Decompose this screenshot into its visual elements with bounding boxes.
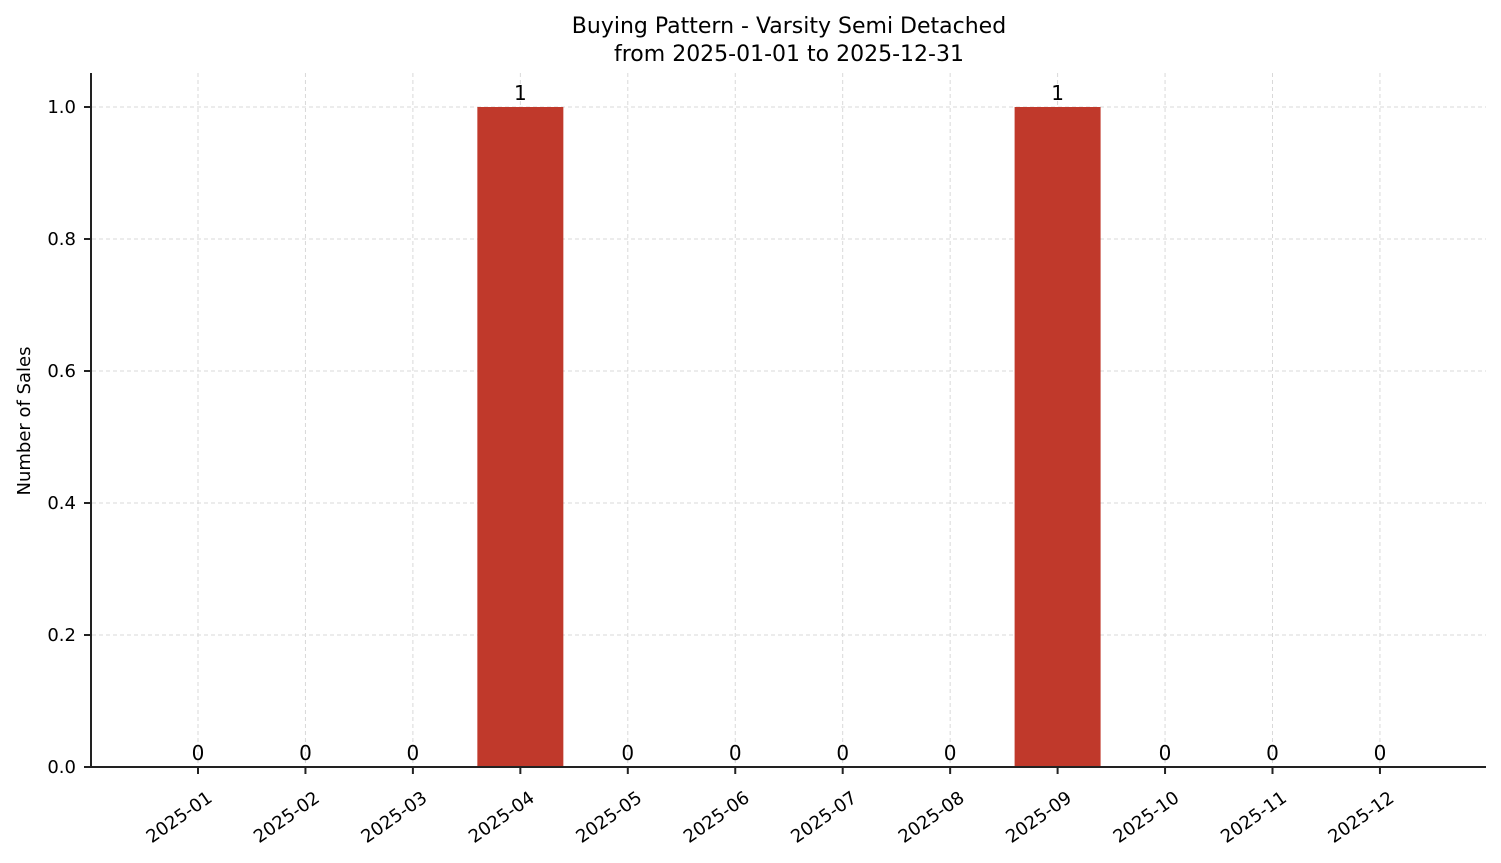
bar-value-label: 0 <box>299 741 312 765</box>
y-tick-label: 0.2 <box>47 625 76 646</box>
bar-value-label: 1 <box>514 81 527 105</box>
x-tick-label: 2025-07 <box>787 787 861 847</box>
x-tick-label: 2025-02 <box>250 787 324 847</box>
bar-value-label: 1 <box>1051 81 1064 105</box>
x-tick-label: 2025-08 <box>895 787 969 847</box>
bar-value-label: 0 <box>944 741 957 765</box>
y-tick-label: 0.6 <box>47 361 76 382</box>
y-tick-label: 0.8 <box>47 229 76 250</box>
y-axis-label: Number of Sales <box>14 346 35 495</box>
y-tick-label: 0.0 <box>47 757 76 778</box>
bar-value-label: 0 <box>1374 741 1387 765</box>
x-tick-label: 2025-03 <box>357 787 431 847</box>
x-tick-label: 2025-12 <box>1324 787 1398 847</box>
bar-value-label: 0 <box>621 741 634 765</box>
x-tick-label: 2025-01 <box>143 787 217 847</box>
y-gridlines <box>92 106 1486 636</box>
y-tick-label: 1.0 <box>47 97 76 118</box>
x-axis-ticks: 2025-01 2025-02 2025-03 2025-04 2025-05 2025-… <box>143 767 1398 848</box>
x-tick-label: 2025-11 <box>1217 787 1291 847</box>
x-tick-label: 2025-06 <box>680 787 754 847</box>
bar-value-label: 0 <box>407 741 420 765</box>
x-tick-label: 2025-05 <box>572 787 646 847</box>
y-tick-label: 0.4 <box>47 493 76 514</box>
y-axis-ticks: 0.0 0.2 0.4 0.6 0.8 1.0 <box>47 97 91 778</box>
chart-subtitle: from 2025-01-01 to 2025-12-31 <box>614 42 964 67</box>
bar-value-label: 0 <box>836 741 849 765</box>
x-tick-label: 2025-04 <box>465 787 539 847</box>
x-tick-label: 2025-10 <box>1110 787 1184 847</box>
x-gridlines <box>197 73 1381 767</box>
x-tick-label: 2025-09 <box>1002 787 1076 847</box>
bars <box>477 107 1101 767</box>
bar <box>477 107 564 767</box>
bar <box>1014 107 1101 767</box>
data-labels: 0 0 0 1 0 0 0 0 1 0 0 0 <box>192 81 1387 765</box>
bar-value-label: 0 <box>192 741 205 765</box>
bar-value-label: 0 <box>729 741 742 765</box>
bar-value-label: 0 <box>1159 741 1172 765</box>
bar-value-label: 0 <box>1266 741 1279 765</box>
chart-title: Buying Pattern - Varsity Semi Detached <box>572 14 1006 39</box>
